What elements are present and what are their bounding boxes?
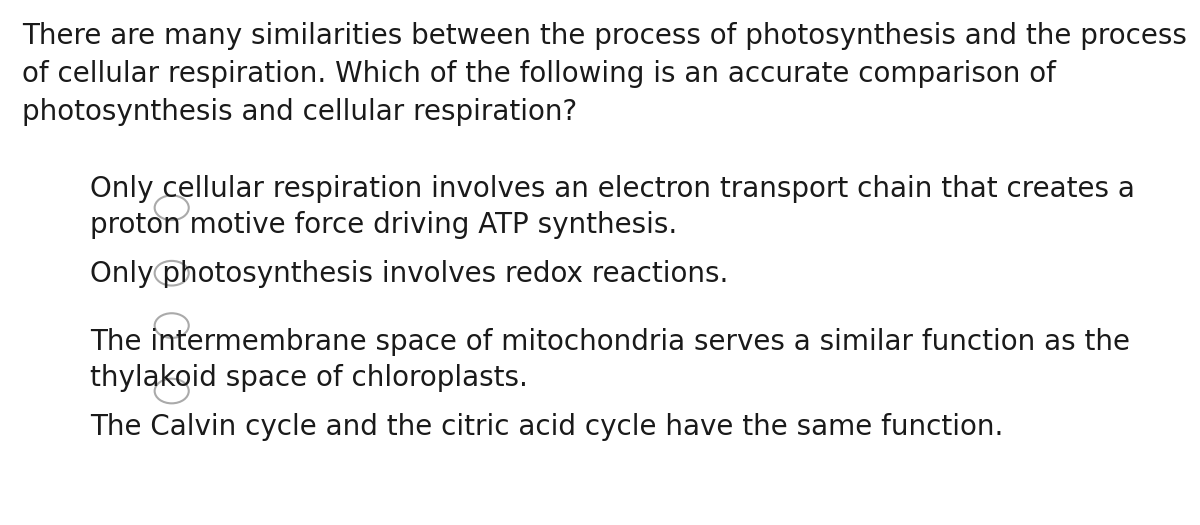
- Text: The intermembrane space of mitochondria serves a similar function as the: The intermembrane space of mitochondria …: [90, 328, 1130, 356]
- Text: of cellular respiration. Which of the following is an accurate comparison of: of cellular respiration. Which of the fo…: [22, 60, 1056, 88]
- Text: The Calvin cycle and the citric acid cycle have the same function.: The Calvin cycle and the citric acid cyc…: [90, 413, 1003, 441]
- Text: thylakoid space of chloroplasts.: thylakoid space of chloroplasts.: [90, 364, 528, 392]
- Text: proton motive force driving ATP synthesis.: proton motive force driving ATP synthesi…: [90, 211, 677, 239]
- Text: Only photosynthesis involves redox reactions.: Only photosynthesis involves redox react…: [90, 260, 728, 288]
- Text: There are many similarities between the process of photosynthesis and the proces: There are many similarities between the …: [22, 22, 1187, 50]
- Text: photosynthesis and cellular respiration?: photosynthesis and cellular respiration?: [22, 98, 577, 126]
- Text: Only cellular respiration involves an electron transport chain that creates a: Only cellular respiration involves an el…: [90, 175, 1135, 203]
